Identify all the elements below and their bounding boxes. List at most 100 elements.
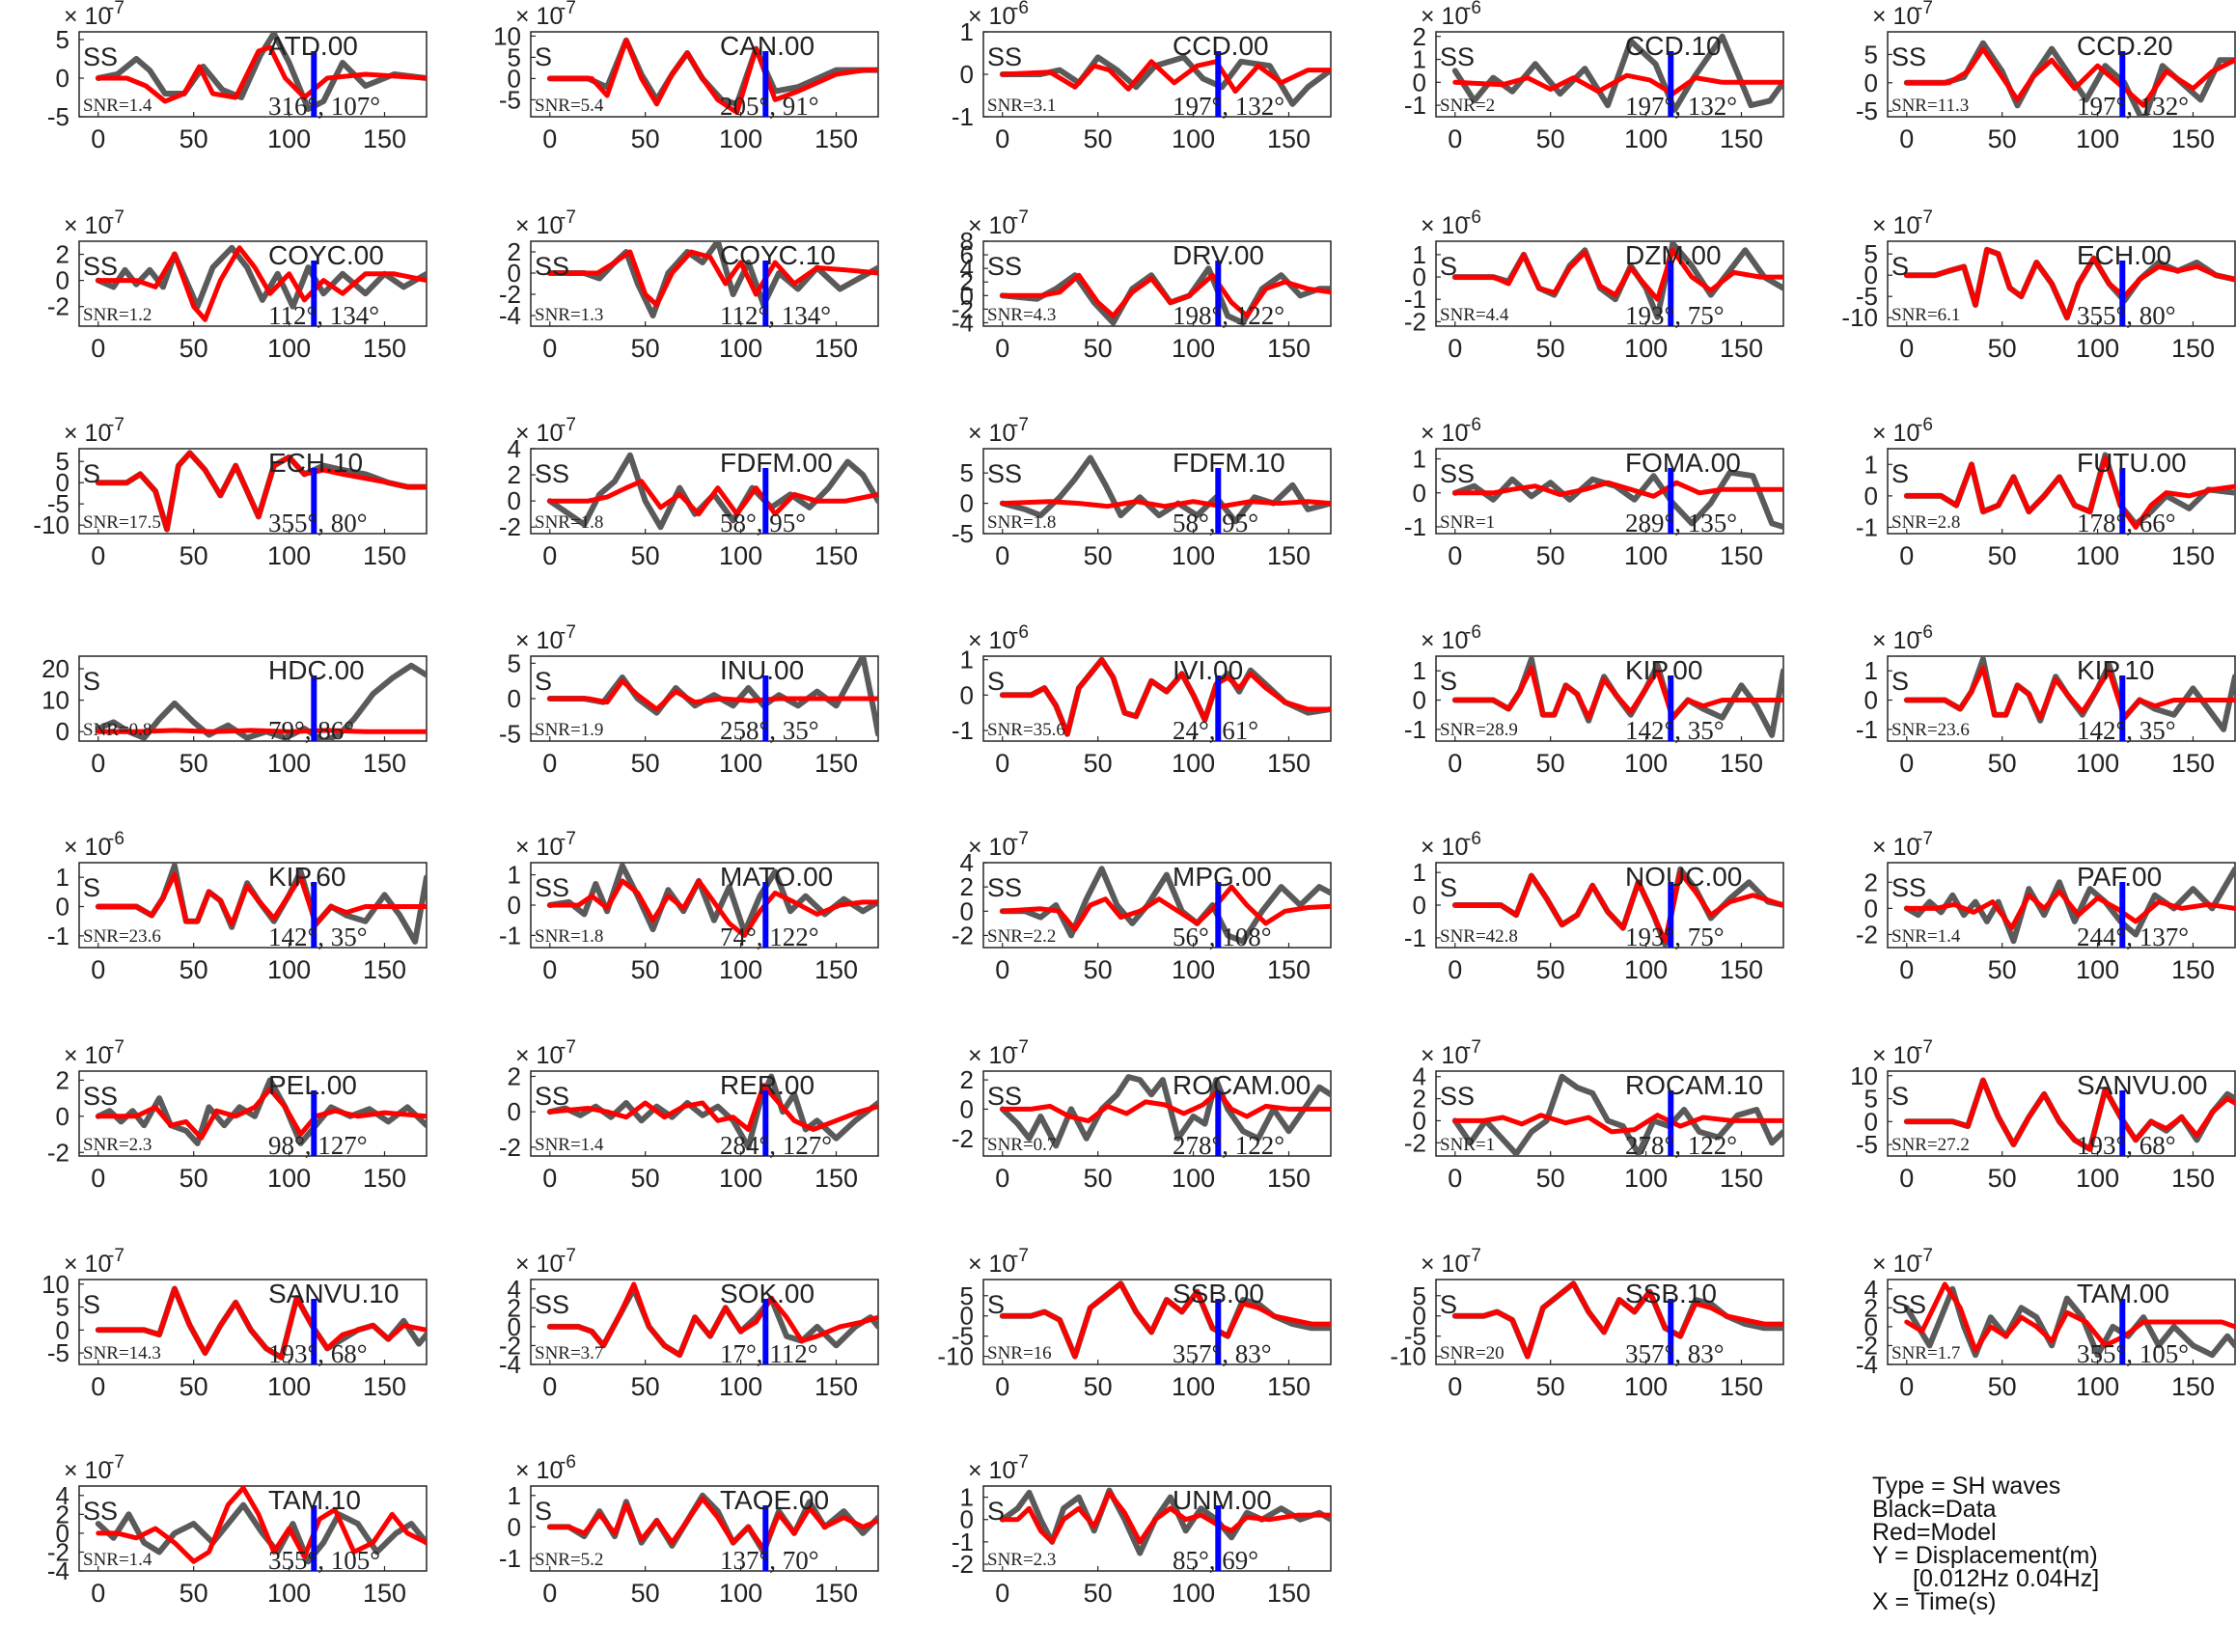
angles-label: 197°, 132° (1625, 92, 1737, 121)
x-tick-label: 100 (2076, 1372, 2119, 1401)
trace-clip-group (546, 656, 878, 737)
x-tick-label: 50 (631, 1579, 660, 1608)
angles-label: 24°, 61° (1173, 716, 1258, 745)
x-tick-label: 100 (2076, 749, 2119, 778)
station-label: DZM.00 (1625, 240, 1722, 270)
exponent-prefix: × 10 (968, 834, 1015, 861)
x-tick-label: 0 (542, 124, 557, 153)
model-trace (96, 728, 427, 734)
trace-clip-group (95, 450, 427, 533)
exponent-prefix: × 10 (1872, 1251, 1919, 1278)
angles-label: 193°, 75° (1625, 301, 1725, 330)
x-tick-label: 150 (2171, 541, 2215, 570)
y-tick-label: -2 (952, 294, 974, 323)
y-tick-label: -1 (47, 922, 69, 950)
exponent-prefix: × 10 (64, 3, 111, 30)
legend-black: Black=Data (1872, 1496, 1997, 1523)
station-label: COYC.00 (268, 240, 384, 270)
station-label: ECH.00 (2077, 240, 2171, 270)
phase-label: S (83, 873, 100, 902)
x-tick-label: 150 (363, 749, 406, 778)
x-tick-label: 100 (2076, 541, 2119, 570)
y-tick-label: 6 (960, 240, 974, 269)
x-tick-label: 100 (267, 334, 311, 363)
model-trace (547, 1083, 878, 1132)
model-trace (1904, 1078, 2235, 1152)
y-tick-label: -2 (952, 1550, 974, 1579)
station-label: MPG.00 (1173, 862, 1272, 892)
station-label: SSB.00 (1173, 1279, 1264, 1308)
model-trace (96, 1087, 427, 1141)
angles-label: 85°, 69° (1173, 1546, 1258, 1575)
phase-label: SS (987, 42, 1022, 71)
trace-clip-group (1451, 656, 1783, 738)
trace-clip-group (999, 866, 1331, 945)
x-tick-label: 50 (1536, 124, 1565, 153)
y-tick-label: 5 (508, 42, 521, 71)
x-tick-label: 150 (814, 541, 858, 570)
station-label: SANVU.00 (2077, 1070, 2207, 1100)
x-tick-label: 50 (1084, 955, 1113, 984)
snr-label: SNR=23.6 (1891, 720, 1970, 740)
exponent-value: -7 (108, 1452, 124, 1473)
x-tick-label: 150 (814, 1372, 858, 1401)
y-tick-label: 2 (1864, 1293, 1878, 1322)
model-trace (96, 1486, 427, 1564)
y-tick-label: 4 (56, 1481, 69, 1510)
snr-label: SNR=1 (1440, 512, 1495, 533)
x-tick-label: 100 (267, 1372, 311, 1401)
x-tick-label: 100 (719, 124, 762, 153)
trace-clip-group (546, 863, 878, 938)
y-tick-label: 0 (1864, 482, 1878, 510)
y-tick-label: 1 (960, 646, 974, 675)
exponent-prefix: × 10 (64, 1042, 111, 1069)
phase-label: SS (1440, 459, 1475, 488)
x-tick-label: 150 (1720, 124, 1763, 153)
x-tick-label: 150 (1267, 1372, 1311, 1401)
data-trace (546, 863, 878, 936)
x-tick-label: 0 (1448, 1164, 1462, 1193)
x-tick-label: 150 (1267, 1164, 1311, 1193)
y-tick-label: 4 (960, 254, 974, 283)
y-tick-label: -10 (937, 1342, 974, 1371)
x-tick-label: 50 (631, 1164, 660, 1193)
x-tick-label: 150 (1720, 1164, 1763, 1193)
y-tick-label: 4 (1864, 1275, 1878, 1304)
exponent-prefix: × 10 (1421, 3, 1468, 30)
x-tick-label: 0 (91, 955, 105, 984)
y-tick-label: -1 (1404, 715, 1426, 744)
snr-label: SNR=1.4 (1891, 926, 1961, 947)
model-trace (1904, 247, 2235, 320)
angles-label: 355°, 80° (268, 509, 368, 537)
y-tick-label: 5 (1413, 1281, 1426, 1310)
snr-label: SNR=1.9 (535, 720, 603, 740)
exponent-prefix: × 10 (64, 420, 111, 447)
y-tick-label: 5 (1864, 1085, 1878, 1114)
angles-label: 197°, 132° (2077, 92, 2189, 121)
y-tick-label: -1 (1856, 715, 1878, 744)
axes-box (530, 240, 879, 327)
figure-legend: Type = SH waves Black=Data Red=Model Y =… (1872, 1474, 2220, 1614)
trace-clip-group (1451, 1280, 1783, 1360)
angles-label: 17°, 112° (720, 1339, 818, 1368)
axes-box (1887, 31, 2236, 118)
trace-clip-group (1903, 246, 2235, 321)
angles-label: 74°, 122° (720, 922, 819, 951)
x-tick-label: 100 (267, 541, 311, 570)
x-tick-label: 100 (2076, 334, 2119, 363)
y-tick-label: -2 (1404, 307, 1426, 336)
phase-label: S (1440, 667, 1457, 696)
model-trace (96, 44, 427, 104)
snr-label: SNR=1.8 (535, 512, 603, 533)
x-tick-label: 150 (814, 124, 858, 153)
exponent-value: -7 (1465, 1037, 1481, 1058)
trace-clip-group (1451, 241, 1783, 320)
exponent-prefix: × 10 (968, 212, 1015, 239)
trace-clip-group (95, 1077, 427, 1146)
y-tick-label: 1 (1864, 450, 1878, 479)
x-tick-label: 0 (542, 334, 557, 363)
